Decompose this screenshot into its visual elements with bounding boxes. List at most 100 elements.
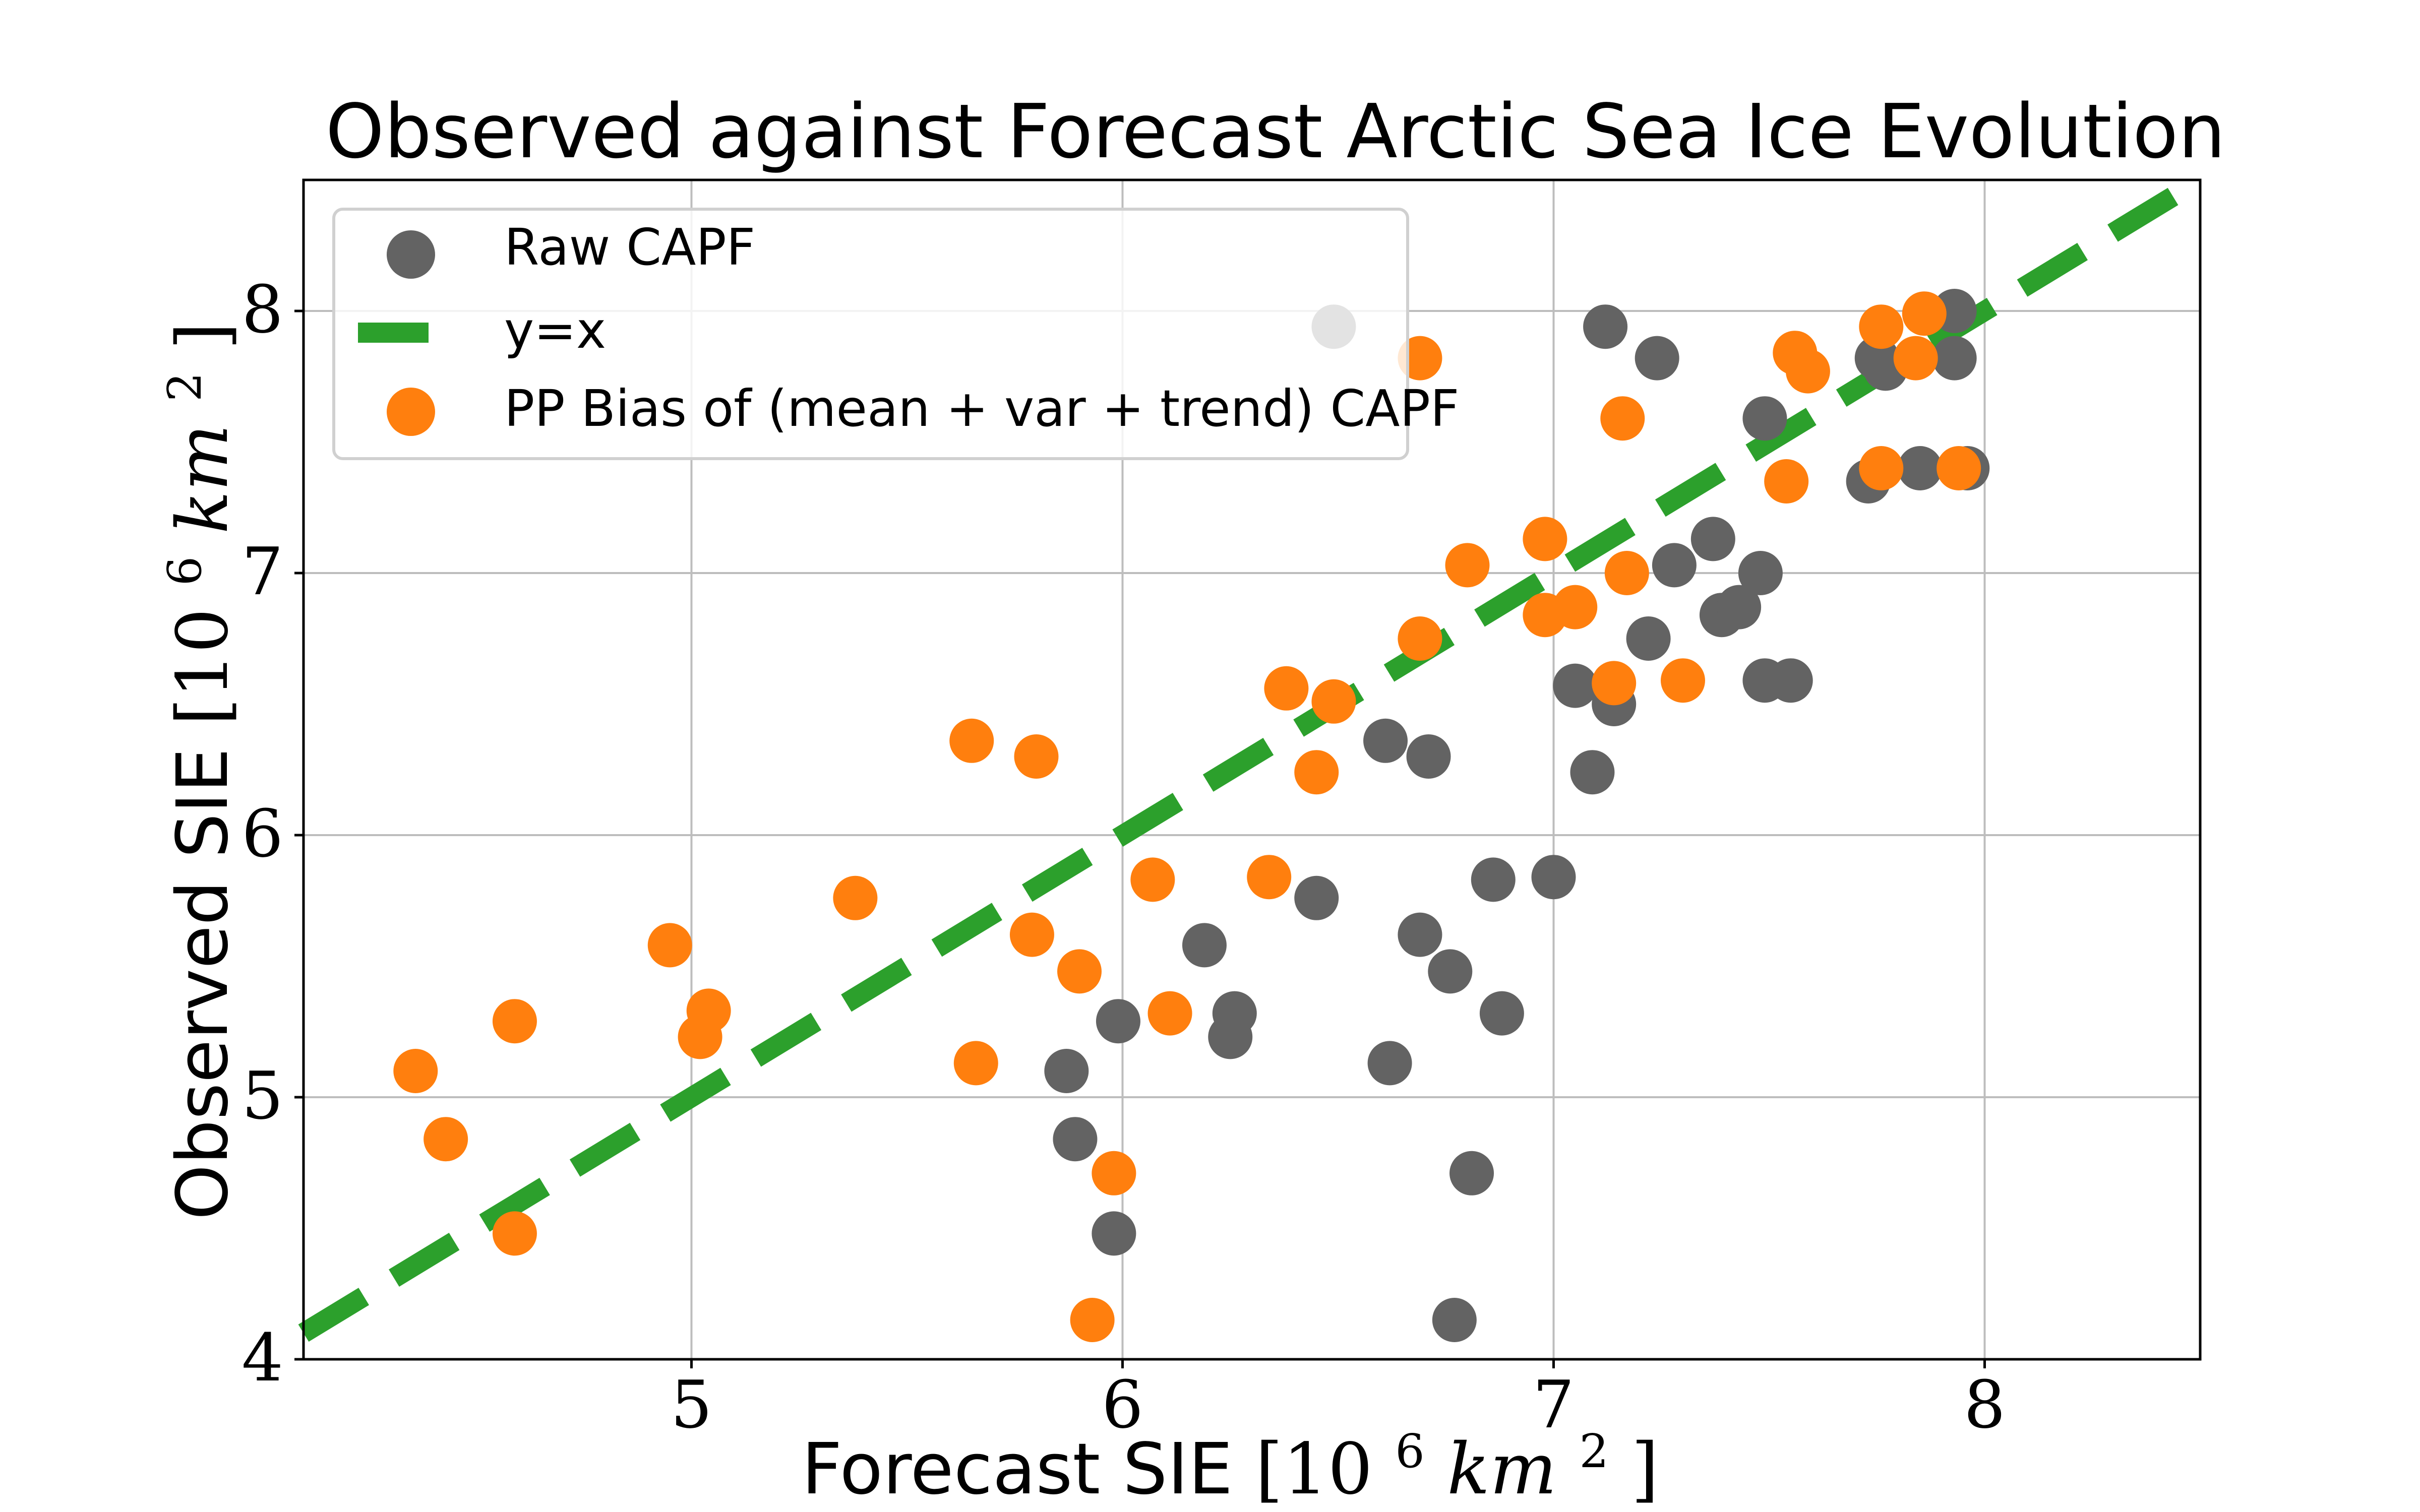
pp-bias-point xyxy=(1130,857,1175,902)
raw-capf-point xyxy=(1053,1117,1098,1162)
pp-bias-point xyxy=(1592,661,1637,706)
pp-bias-point xyxy=(647,923,692,968)
pp-bias-point xyxy=(1661,658,1705,703)
y-tick-label: 8 xyxy=(241,271,283,348)
pp-bias-point xyxy=(492,1211,537,1256)
pp-bias-point xyxy=(833,875,878,920)
raw-capf-point xyxy=(1092,1211,1136,1256)
raw-capf-point xyxy=(1742,396,1787,441)
pp-bias-point xyxy=(1398,616,1442,661)
x-axis-label-prefix: Forecast SIE xyxy=(802,1428,1255,1510)
y-tick-label: 5 xyxy=(241,1057,283,1134)
raw-capf-point xyxy=(1294,875,1339,920)
pp-bias-point xyxy=(1859,446,1904,490)
x-axis-label-unit-power: 2 xyxy=(1579,1424,1609,1478)
raw-capf-point xyxy=(1635,336,1679,381)
x-tick-label: 6 xyxy=(1102,1366,1143,1443)
pp-bias-point xyxy=(1009,912,1054,957)
x-tick-label: 5 xyxy=(671,1366,712,1443)
pp-bias-point xyxy=(1523,517,1567,561)
raw-capf-point xyxy=(1898,446,1943,490)
pp-bias-point xyxy=(1057,949,1102,994)
y-axis-label: Observed SIE [10 6 km 2 ] xyxy=(136,322,244,1220)
raw-capf-point xyxy=(1471,857,1516,902)
raw-capf-point xyxy=(1768,658,1813,703)
pp-bias-point xyxy=(424,1117,468,1162)
x-axis-label: Forecast SIE [10 6 km 2 ] xyxy=(802,1402,1659,1510)
x-axis-label-bracket-open: [10 xyxy=(1255,1428,1373,1510)
pp-bias-point xyxy=(1092,1151,1136,1195)
legend-pp-bias-marker xyxy=(387,388,435,436)
x-tick-label: 8 xyxy=(1964,1366,2006,1443)
raw-capf-point xyxy=(1570,750,1615,795)
y-axis-label-bracket-close: ] xyxy=(162,322,244,350)
legend-pp-bias-label: PP Bias of (mean + var + trend) CAPF xyxy=(504,379,1459,438)
raw-capf-point xyxy=(1479,991,1524,1036)
pp-bias-point xyxy=(1604,551,1649,595)
raw-capf-point xyxy=(1738,551,1783,595)
y-axis-label-unit: km xyxy=(162,424,244,534)
raw-capf-point xyxy=(1428,949,1473,994)
y-tick-label: 6 xyxy=(241,795,283,872)
pp-bias-point xyxy=(393,1049,438,1093)
pp-bias-point xyxy=(1764,459,1809,503)
pp-bias-point xyxy=(1937,446,1981,490)
y-tick-label: 7 xyxy=(241,533,283,610)
x-axis-label-exponent: 6 xyxy=(1395,1424,1425,1478)
pp-bias-series xyxy=(393,291,1981,1342)
y-axis-label-prefix: Observed SIE xyxy=(162,725,244,1220)
pp-bias-point xyxy=(492,999,537,1044)
raw-capf-point xyxy=(1932,336,1977,381)
x-axis-label-bracket-close: ] xyxy=(1631,1428,1659,1510)
pp-bias-point xyxy=(1553,585,1598,629)
raw-capf-point xyxy=(1208,1015,1253,1059)
pp-bias-point xyxy=(949,718,994,763)
pp-bias-point xyxy=(1147,991,1192,1036)
pp-bias-point xyxy=(1785,349,1830,394)
plot-frame xyxy=(302,178,2202,1361)
raw-capf-point xyxy=(1531,855,1576,900)
raw-capf-point xyxy=(1406,734,1451,779)
y-axis-label-exponent: 6 xyxy=(158,556,212,586)
legend-y-equals-x-label: y=x xyxy=(504,301,606,360)
pp-bias-point xyxy=(678,1015,722,1059)
raw-capf-point xyxy=(1096,999,1140,1044)
raw-capf-point xyxy=(1044,1049,1089,1093)
raw-capf-point xyxy=(1583,304,1628,349)
y-axis-label-unit-power: 2 xyxy=(158,372,212,402)
pp-bias-point xyxy=(1070,1298,1115,1342)
legend-raw-capf-marker xyxy=(387,230,435,279)
raw-capf-point xyxy=(1182,923,1227,968)
legend-raw-capf-label: Raw CAPF xyxy=(504,218,755,277)
raw-capf-point xyxy=(1363,718,1408,763)
points-layer xyxy=(393,289,1990,1342)
raw-capf-point xyxy=(1717,585,1762,629)
y-axis-label-bracket-open: [10 xyxy=(162,608,244,726)
raw-capf-point xyxy=(1432,1298,1477,1342)
x-axis-label-unit: km xyxy=(1447,1428,1557,1510)
raw-capf-point xyxy=(1398,912,1442,957)
pp-bias-point xyxy=(1294,750,1339,795)
raw-capf-point xyxy=(1652,543,1697,588)
x-tick-label: 7 xyxy=(1533,1366,1575,1443)
pp-bias-point xyxy=(1893,336,1938,381)
raw-capf-point xyxy=(1553,663,1598,708)
raw-capf-point xyxy=(1449,1151,1494,1195)
pp-bias-point xyxy=(1859,304,1904,349)
ticks-layer: 5 6 7 8 4 5 6 7 8 xyxy=(241,271,2006,1443)
legend: Raw CAPF y=x PP Bias of (mean + var + tr… xyxy=(332,208,1459,460)
raw-capf-point xyxy=(1690,517,1735,561)
y-tick-label: 4 xyxy=(241,1319,283,1396)
raw-capf-point xyxy=(1367,1041,1412,1086)
pp-bias-point xyxy=(1247,855,1292,900)
raw-capf-point xyxy=(1626,616,1671,661)
pp-bias-point xyxy=(953,1041,998,1086)
pp-bias-point xyxy=(1264,666,1309,711)
legend-box xyxy=(332,208,1409,460)
pp-bias-point xyxy=(1311,679,1356,724)
pp-bias-point xyxy=(1600,396,1645,441)
chart-title: Observed against Forecast Arctic Sea Ice… xyxy=(326,88,2226,175)
axes-layer xyxy=(302,178,2202,1361)
pp-bias-point xyxy=(1902,291,1947,336)
